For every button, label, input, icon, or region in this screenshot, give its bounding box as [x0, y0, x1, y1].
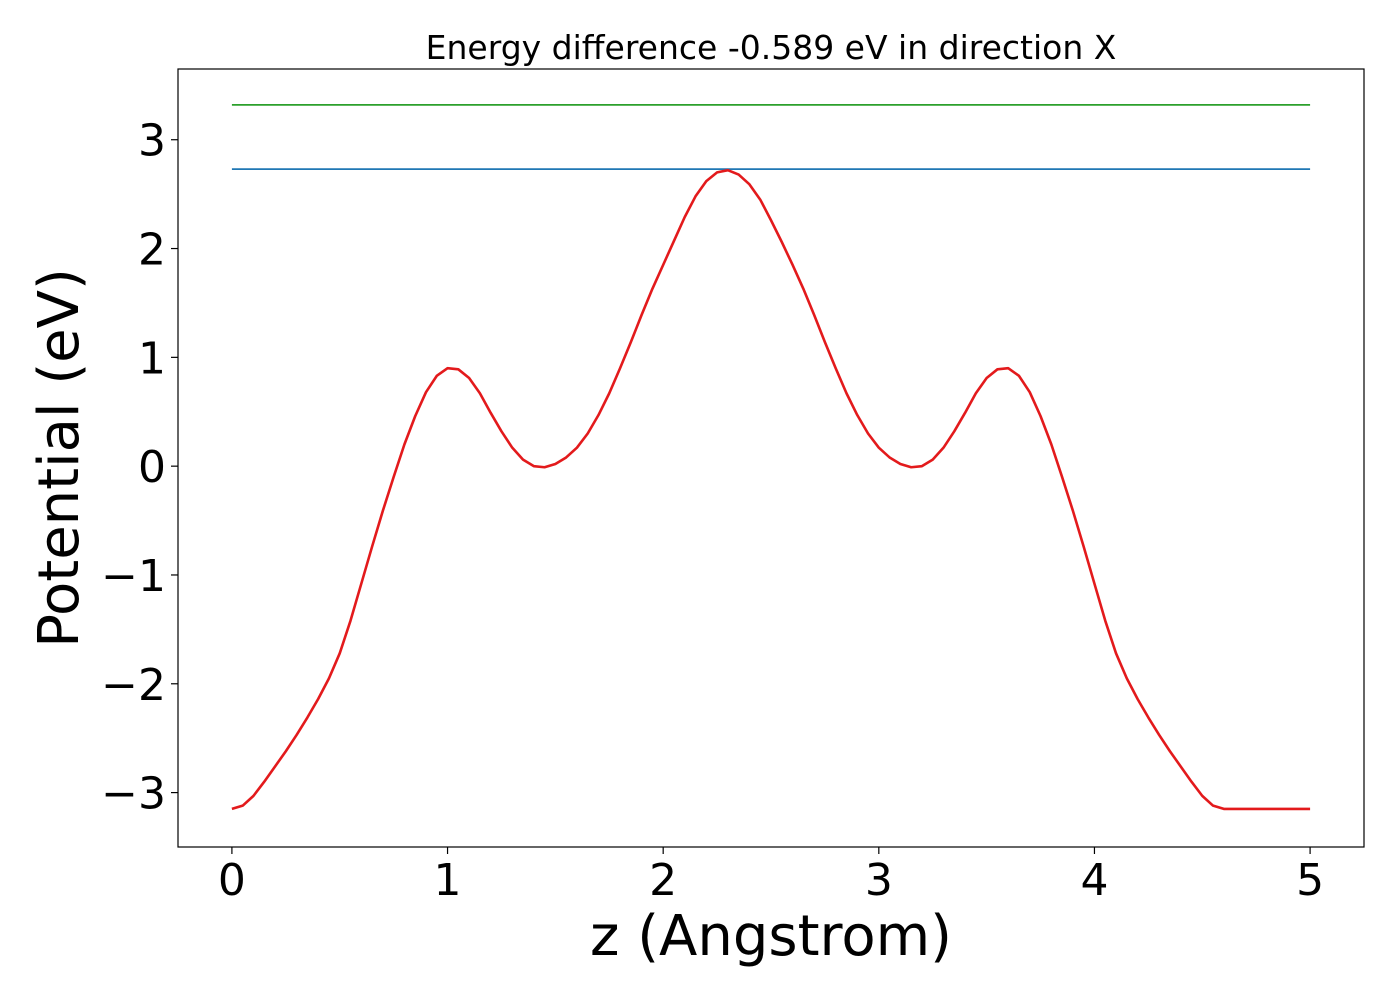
plot-area-frame	[177, 68, 1365, 848]
x-tick-label: 3	[865, 855, 893, 906]
y-tick-label: −3	[101, 769, 166, 820]
x-tick-label: 5	[1296, 855, 1324, 906]
x-tick-label: 4	[1080, 855, 1108, 906]
y-tick-label: −1	[101, 551, 166, 602]
y-axis-label: Potential (eV)	[27, 268, 92, 648]
series-line-3	[231, 168, 1311, 811]
x-tick-label: 2	[649, 855, 677, 906]
x-tick-label: 0	[218, 855, 246, 906]
y-axis-ticks: −3 −2 −1 0 1 2 3	[101, 116, 178, 820]
y-tick-label: 2	[138, 225, 166, 276]
series-layer	[231, 104, 1311, 811]
y-tick-label: 0	[138, 442, 166, 493]
x-axis-label: z (Angstrom)	[590, 904, 952, 969]
y-tick-label: 3	[138, 116, 166, 167]
y-tick-label: 1	[138, 333, 166, 384]
x-tick-label: 1	[434, 855, 462, 906]
chart-title: Energy difference -0.589 eV in direction…	[426, 28, 1117, 67]
y-tick-label: −2	[101, 660, 166, 711]
x-axis-ticks: 0 1 2 3 4 5	[218, 847, 1324, 906]
